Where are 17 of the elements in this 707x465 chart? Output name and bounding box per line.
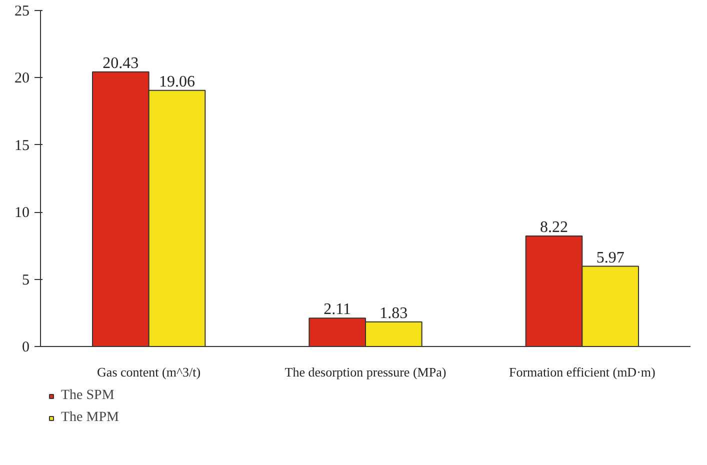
data-label: 5.97 <box>596 249 624 266</box>
legend-label: The SPM <box>61 388 114 404</box>
legend-label: The MPM <box>61 410 119 426</box>
x-tick-label: Formation efficient (mD·m) <box>509 364 656 380</box>
x-tick-label: The desorption pressure (MPa) <box>284 364 446 380</box>
data-label: 8.22 <box>540 219 568 236</box>
data-label: 2.11 <box>324 301 352 318</box>
x-tick-label: Gas content (m^3/t) <box>97 364 201 380</box>
y-tick-label: 20 <box>14 70 30 87</box>
y-tick-label: 15 <box>14 138 30 154</box>
data-label: 20.43 <box>102 54 139 72</box>
y-tick-label: 25 <box>14 4 30 20</box>
y-tick-label: 10 <box>14 205 30 222</box>
data-label: 19.06 <box>159 73 195 90</box>
data-label: 1.83 <box>380 304 408 322</box>
y-tick-label: 5 <box>22 272 30 288</box>
y-tick-label: 0 <box>22 340 30 356</box>
